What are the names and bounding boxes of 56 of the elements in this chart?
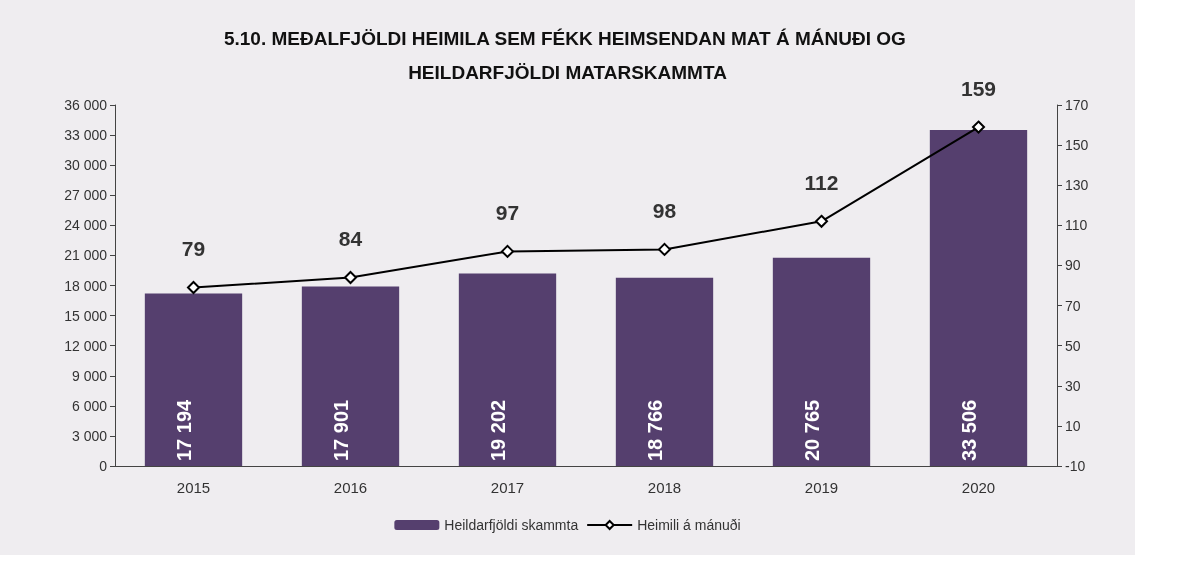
x-tick-label: 2016 <box>333 479 368 496</box>
point <box>815 214 828 228</box>
x-tick-label: 2019 <box>804 479 839 496</box>
y-tick-label: 36 000 <box>64 97 108 113</box>
bar <box>615 277 714 466</box>
data-label: 19 202 <box>486 399 509 461</box>
bar <box>929 130 1028 466</box>
x-tick-label: 2015 <box>176 479 211 496</box>
x-tick-label: 2018 <box>647 479 682 496</box>
y-tick-label: 33 000 <box>64 127 108 144</box>
chart-title: 5.10. MEÐALFJÖLDI HEIMILA SEM FÉKK HEIMSENDAN MAT Á MÁNUÐI OG HEILDARFJÖLDI MATARSKAMMTA <box>223 27 912 83</box>
y2-tick-label: 50 <box>1065 337 1081 354</box>
data-label: 17 194 <box>172 398 195 461</box>
legend-label: Heildarfjöldi skammta <box>444 517 579 533</box>
y2-tick-label: 150 <box>1065 137 1089 154</box>
y-tick-label: 24 000 <box>64 217 108 234</box>
y-tick-label: 30 000 <box>64 157 108 174</box>
y2-tick-label: 90 <box>1065 257 1081 274</box>
data-label: 98 <box>652 198 677 222</box>
bar <box>458 273 557 466</box>
data-label: 84 <box>338 226 363 250</box>
point <box>344 270 357 284</box>
data-label: 97 <box>495 200 520 224</box>
legend-label: Heimili á mánuði <box>637 517 741 533</box>
y-tick-label: 3 000 <box>71 427 108 444</box>
data-label: 17 901 <box>329 399 352 461</box>
point <box>501 244 514 258</box>
y2-tick-label: 10 <box>1065 417 1081 434</box>
y-tick-label: 0 <box>99 458 108 474</box>
data-label: 33 506 <box>957 399 980 461</box>
x-tick-label: 2017 <box>490 479 525 496</box>
point <box>658 242 671 256</box>
y2-tick-label: 30 <box>1065 377 1081 394</box>
y-tick-label: 15 000 <box>64 307 108 324</box>
y2-tick-label: 70 <box>1065 297 1081 314</box>
data-label: 20 765 <box>800 399 823 461</box>
y2-tick-label: 130 <box>1065 177 1089 194</box>
x-tick-label: 2020 <box>961 479 996 496</box>
y-tick-label: 6 000 <box>71 397 108 414</box>
y-tick-label: 27 000 <box>64 187 108 204</box>
bar <box>301 286 400 466</box>
bar <box>144 293 243 466</box>
data-label: 159 <box>960 76 997 100</box>
y-tick-label: 12 000 <box>64 337 108 354</box>
point <box>187 281 200 295</box>
data-label: 112 <box>804 170 839 194</box>
y-tick-label: 18 000 <box>64 277 108 294</box>
point <box>972 120 985 134</box>
y-tick-label: 21 000 <box>64 247 108 264</box>
y-tick-label: 9 000 <box>71 367 108 384</box>
data-label: 79 <box>181 237 206 261</box>
y2-tick-label: 110 <box>1065 217 1088 234</box>
data-label: 18 766 <box>643 399 666 461</box>
y2-tick-label: -10 <box>1065 458 1086 474</box>
bar <box>772 257 871 466</box>
y2-tick-label: 170 <box>1065 97 1089 113</box>
